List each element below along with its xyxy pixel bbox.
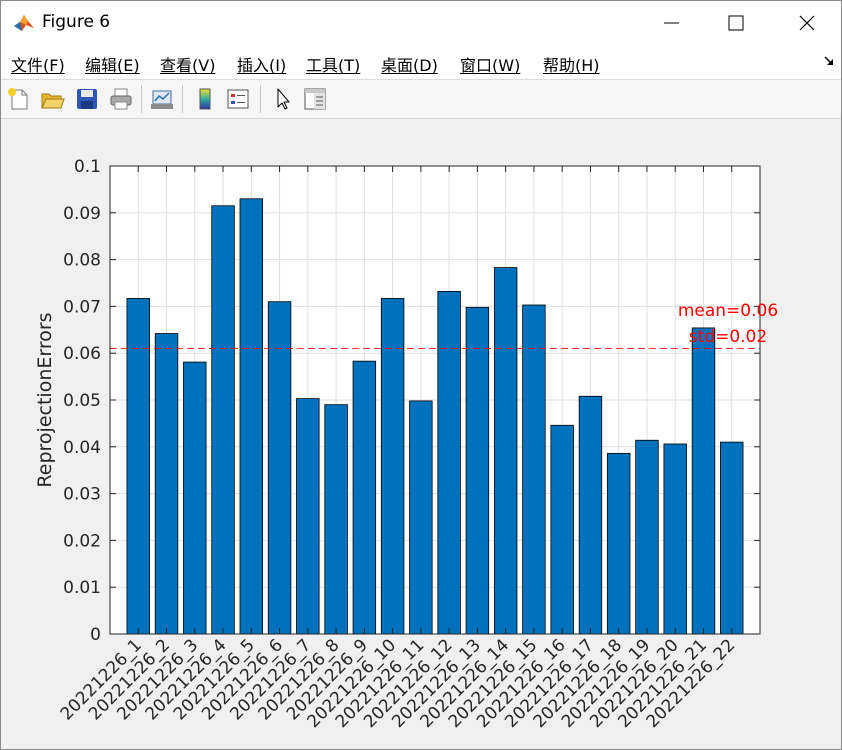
y-tick-label: 0.03 (63, 485, 101, 505)
menu-bar: 文件(F) 编辑(E) 查看(V) 插入(I) 工具(T) 桌面(D) 窗口(W… (1, 45, 841, 80)
colorbar-icon[interactable] (192, 86, 218, 112)
menu-window[interactable]: 窗口(W) (460, 56, 521, 75)
bar-20221226_3 (183, 361, 207, 635)
y-tick-label: 0.05 (63, 391, 101, 411)
bar-20221226_12 (437, 291, 461, 635)
bar-20221226_22 (720, 441, 744, 635)
y-tick-label: 0.01 (63, 578, 101, 598)
bar-20221226_5 (239, 198, 264, 635)
toolbar-separator (182, 85, 183, 113)
std-annotation: std=0.02 (689, 327, 767, 347)
y-tick-label: 0.07 (63, 297, 101, 317)
minimize-button[interactable] (644, 1, 700, 45)
maximize-button[interactable] (708, 1, 764, 45)
menu-help[interactable]: 帮助(H) (543, 56, 600, 75)
bar-20221226_2 (154, 333, 179, 635)
menu-view[interactable]: 查看(V) (160, 56, 216, 75)
menu-desktop[interactable]: 桌面(D) (381, 56, 438, 75)
y-tick-label: 0.08 (63, 251, 101, 271)
y-tick-label: 0.04 (63, 438, 101, 458)
menu-insert[interactable]: 插入(I) (237, 56, 287, 75)
bar-20221226_13 (465, 306, 490, 635)
mean-annotation: mean=0.06 (678, 301, 778, 321)
bar-20221226_8 (324, 404, 348, 635)
bar-20221226_18 (606, 452, 631, 635)
bar-20221226_11 (409, 400, 433, 635)
legend-icon[interactable] (225, 86, 251, 112)
toolbar-separator (260, 85, 261, 113)
print-icon[interactable] (108, 86, 134, 112)
y-tick-label: 0 (90, 625, 101, 645)
new-figure-icon[interactable] (6, 86, 32, 112)
bar-20221226_16 (550, 424, 574, 635)
property-editor-icon[interactable] (302, 86, 328, 112)
bars (126, 198, 744, 635)
toolbar (1, 80, 841, 119)
pointer-icon[interactable] (270, 86, 296, 112)
bar-20221226_6 (267, 301, 292, 635)
menu-tools[interactable]: 工具(T) (306, 56, 361, 75)
bar-20221226_4 (211, 205, 235, 635)
bar-20221226_21 (691, 327, 716, 635)
open-file-icon[interactable] (39, 86, 65, 112)
bar-chart: 0 0.01 0.02 0.03 0.04 0.05 0.06 0.07 0.08 0.09 0.1… (34, 157, 778, 732)
dock-arrow-icon[interactable] (823, 55, 835, 67)
matlab-logo-icon (13, 12, 35, 34)
menu-edit[interactable]: 编辑(E) (85, 56, 140, 75)
bar-20221226_20 (663, 443, 687, 635)
save-icon[interactable] (74, 86, 100, 112)
bar-20221226_14 (493, 267, 518, 635)
bar-20221226_17 (578, 395, 603, 635)
menu-file[interactable]: 文件(F) (11, 56, 65, 75)
bar-20221226_9 (352, 360, 377, 635)
y-axis-ticks: 0 0.01 0.02 0.03 0.04 0.05 0.06 0.07 0.08 0.09 0.1 (63, 157, 760, 645)
y-tick-label: 0.06 (63, 344, 101, 364)
bar-20221226_15 (522, 304, 546, 635)
close-button[interactable] (779, 1, 835, 45)
bar-20221226_7 (296, 398, 320, 635)
window-title: Figure 6 (42, 12, 111, 32)
y-tick-label: 0.09 (63, 204, 101, 224)
link-plot-icon[interactable] (149, 86, 175, 112)
y-axis-label: ReprojectionErrors (34, 312, 56, 487)
title-bar: Figure 6 (1, 1, 841, 45)
toolbar-separator (141, 85, 142, 113)
y-tick-label: 0.02 (63, 531, 101, 551)
bar-20221226_19 (635, 439, 659, 635)
y-tick-label: 0.1 (74, 157, 101, 177)
